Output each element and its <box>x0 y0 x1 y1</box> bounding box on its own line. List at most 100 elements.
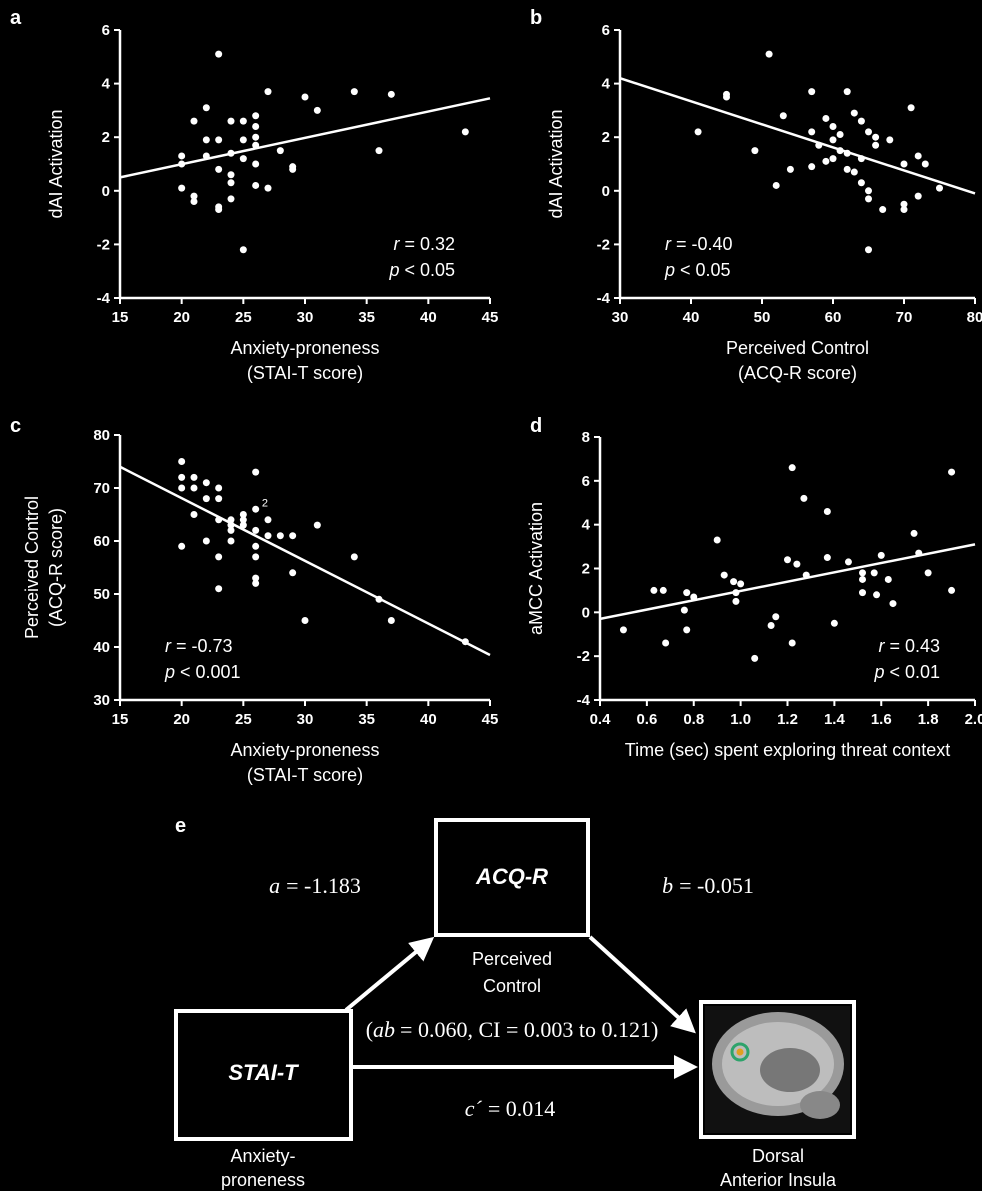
outcome-caption: Dorsal <box>752 1146 804 1166</box>
stat-value: < 0.05 <box>680 260 731 280</box>
data-point <box>829 155 837 163</box>
y-tick-label: 8 <box>582 429 590 446</box>
y-tick-label: 50 <box>93 586 110 603</box>
arrow-a <box>344 936 435 1012</box>
data-point <box>227 171 235 179</box>
stat-value: < 0.001 <box>180 662 241 682</box>
stat-symbol: r <box>665 234 672 254</box>
y-tick-label: 0 <box>602 183 610 200</box>
predictor-label: STAI-T <box>228 1060 299 1085</box>
point-note: 2 <box>262 498 268 510</box>
data-point <box>301 617 309 624</box>
x-tick-label: 0.4 <box>590 711 612 728</box>
data-point <box>289 532 297 540</box>
stat-value: < 0.05 <box>404 260 455 280</box>
x-tick-label: 1.6 <box>871 711 892 728</box>
data-point <box>252 112 260 120</box>
y-tick-label: 6 <box>602 22 610 39</box>
panel-label: b <box>530 7 542 29</box>
trend-line <box>599 543 976 621</box>
x-tick-label: 30 <box>612 309 629 326</box>
x-tick-label: 35 <box>358 711 375 728</box>
data-point <box>900 206 908 214</box>
data-point <box>239 511 247 518</box>
outcome-caption: Anterior Insula <box>720 1170 837 1190</box>
mediator-label: ACQ-R <box>475 864 548 889</box>
data-point <box>202 495 210 503</box>
stat-symbol: p <box>664 260 675 280</box>
data-point <box>788 464 796 472</box>
data-point <box>737 580 745 588</box>
stat-annotation: r = 0.43 <box>878 636 940 656</box>
y-tick-label: 0 <box>102 183 110 200</box>
data-point <box>948 468 956 476</box>
data-point <box>788 639 796 647</box>
x-tick-label: 25 <box>235 711 252 728</box>
data-point <box>252 133 260 141</box>
trend-line <box>119 97 491 179</box>
data-point <box>461 638 469 646</box>
data-point <box>921 160 929 168</box>
stat-value: < 0.01 <box>889 662 940 682</box>
x-tick-label: 70 <box>896 309 913 326</box>
data-point <box>879 206 887 214</box>
data-point <box>683 589 691 597</box>
data-point <box>239 117 247 125</box>
data-point <box>914 192 922 200</box>
data-point <box>461 128 469 136</box>
y-tick-label: -2 <box>97 236 110 253</box>
data-point <box>924 569 932 577</box>
data-point <box>190 473 198 481</box>
x-axis-label: Perceived Control <box>726 338 869 358</box>
data-point <box>713 536 721 544</box>
data-point <box>859 575 866 583</box>
stat-value: = -0.73 <box>176 636 233 656</box>
data-point <box>215 136 223 144</box>
data-point <box>313 521 321 529</box>
data-point <box>350 553 358 561</box>
data-point <box>264 88 272 96</box>
data-point <box>877 551 885 559</box>
data-point <box>910 529 918 537</box>
data-point <box>873 591 881 599</box>
data-point <box>829 122 837 130</box>
data-point <box>786 165 794 173</box>
data-point <box>843 149 851 157</box>
x-axis-label: Anxiety-proneness <box>230 740 379 760</box>
y-axis-label: dAI Activation <box>546 109 566 218</box>
y-tick-label: 6 <box>582 473 590 490</box>
arrow-b <box>588 935 696 1034</box>
predictor-caption: Anxiety- <box>230 1146 295 1166</box>
y-tick-label: 40 <box>93 639 110 656</box>
data-point <box>865 128 872 136</box>
data-point <box>907 104 915 112</box>
data-point <box>264 184 272 192</box>
stat-annotation: p < 0.001 <box>164 662 241 682</box>
mediation-diagram: e ACQ-R Perceived Control STAI-T Anxiety… <box>174 815 856 1190</box>
scatter-panel: d -4 -2 0 2 4 6 8 0.4 0.6 0.8 1.0 1.2 1.4 1.6 1.8 2.0 Tim… <box>526 415 982 760</box>
stat-symbol: p <box>873 662 884 682</box>
data-point <box>215 50 223 58</box>
data-point <box>252 553 260 561</box>
data-point <box>289 165 297 173</box>
data-point <box>694 128 702 136</box>
data-point <box>659 586 667 594</box>
data-point <box>227 537 235 545</box>
data-point <box>276 532 284 540</box>
data-point <box>857 117 865 125</box>
y-tick-label: 4 <box>582 517 591 534</box>
predictor-caption: proneness <box>221 1170 305 1190</box>
x-tick-label: 1.8 <box>918 711 939 728</box>
x-axis-label: (ACQ-R score) <box>738 363 857 383</box>
data-point <box>844 558 852 566</box>
stat-symbol: p <box>388 260 399 280</box>
x-tick-label: 40 <box>420 309 437 326</box>
y-tick-label: 2 <box>602 129 610 146</box>
stat-symbol: r <box>165 636 172 656</box>
data-point <box>751 147 759 155</box>
data-point <box>227 521 235 529</box>
data-point <box>859 589 866 597</box>
data-point <box>889 600 897 608</box>
x-tick-label: 20 <box>173 309 190 326</box>
